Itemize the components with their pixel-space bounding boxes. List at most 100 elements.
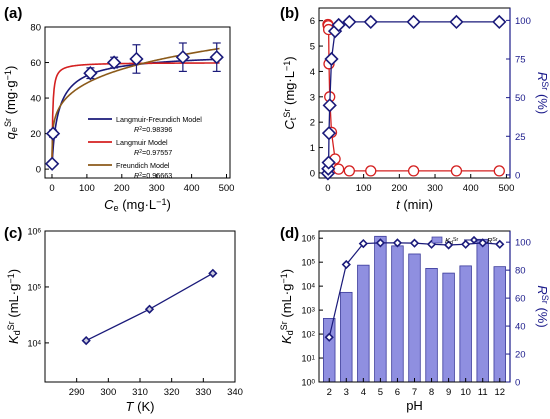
data-point (83, 66, 98, 81)
y-tick-label: 2 (310, 118, 315, 129)
removal-point (322, 98, 337, 113)
x-tick-label: 4 (361, 387, 366, 398)
x-tick-label: 0 (49, 183, 54, 194)
y2-axis-label-part: R (535, 285, 550, 294)
panel-label: (d) (280, 225, 299, 242)
y2-tick-label: 75 (515, 55, 526, 66)
ct-point (493, 165, 505, 177)
x-tick-label: 310 (132, 387, 148, 398)
series-line (327, 21, 500, 174)
y2-tick-label: 0 (515, 378, 520, 389)
data-point (209, 50, 224, 65)
y-tick-label-part: 10 (27, 282, 37, 292)
y-tick-label: 3 (310, 92, 315, 103)
x-tick-label: 9 (446, 387, 451, 398)
y2-tick-label: 25 (515, 132, 526, 143)
x-axis-label-part: t (396, 197, 401, 212)
x-tick-label: 11 (478, 387, 488, 398)
removal-point (363, 14, 378, 30)
y-tick-label: 105 (27, 282, 41, 292)
y-tick-label: 101 (301, 354, 315, 364)
kd-bar (340, 291, 353, 383)
data-point (45, 126, 61, 141)
y-tick-label-part: 0 (311, 378, 315, 385)
y-tick-label-part: 3 (311, 306, 315, 313)
x-tick-label: 300 (100, 387, 116, 398)
y-tick-label: 106 (27, 227, 41, 237)
y-tick-label-part: 10 (301, 306, 311, 316)
y-tick-label: 0 (36, 165, 41, 176)
removal-point (341, 259, 351, 270)
legend-r2-part: =0.96663 (142, 171, 172, 180)
y-tick-label-part: 10 (301, 282, 311, 292)
y-axis-label-part: e (9, 127, 19, 132)
y-tick-label-part: 10 (301, 234, 311, 244)
y-axis-label-part: −1 (6, 273, 16, 283)
removal-point (406, 14, 421, 30)
ct-point (343, 165, 355, 177)
y-tick-label: 40 (30, 94, 41, 105)
data-point (45, 156, 60, 171)
kd-bar (357, 264, 370, 383)
legend-r2-part: 2 (139, 172, 142, 178)
legend-r2-part: R (134, 148, 139, 157)
y-axis-label-part: ) (6, 269, 21, 273)
legend-label: Langmuir-Freundich Model (116, 115, 202, 124)
x-tick-label: 300 (149, 183, 165, 194)
y-axis-label-part: (mL·g (279, 284, 294, 322)
y-tick-label-part: 1 (311, 354, 315, 361)
y-axis-label-part: (mL·g (6, 284, 21, 322)
y-tick-label-part: 5 (311, 258, 315, 265)
y-tick-label-part: 6 (37, 227, 41, 234)
x-axis-label-part: C (104, 197, 114, 212)
legend-kd-label: KdSr (445, 236, 458, 246)
y-tick-label-part: 10 (301, 354, 311, 364)
y-axis-label-part: Sr (6, 321, 16, 330)
x-axis-label: t (min) (396, 197, 433, 212)
x-tick-label: 200 (391, 183, 407, 194)
x-tick-label: 400 (184, 183, 200, 194)
kd-bar (476, 238, 489, 383)
x-tick-label: 3 (344, 387, 349, 398)
panel-label: (a) (4, 5, 22, 22)
plot-frame (318, 7, 511, 179)
x-axis-label: Ce (mg·L−1) (104, 197, 171, 213)
legend-r2: R2=0.97557 (134, 148, 172, 157)
y-axis-label-part: C (282, 120, 297, 130)
kd-bar (391, 245, 404, 383)
y-tick-label-part: 10 (301, 258, 311, 268)
x-axis-label-part: e (114, 203, 119, 213)
kd-bar (493, 266, 506, 383)
y-axis-label-part: ) (282, 56, 297, 60)
y-axis-label: CtSr (mg·L−1) (282, 56, 298, 129)
y-tick-label: 104 (27, 338, 41, 348)
y-tick-label-part: 4 (311, 282, 315, 289)
y-axis-label-part: −1 (282, 61, 292, 71)
x-tick-label: 10 (460, 387, 471, 398)
panel-label: (c) (4, 225, 22, 242)
y-tick-label: 104 (301, 282, 315, 292)
y-tick-label: 20 (30, 129, 41, 140)
y2-axis-label-part: Sr (540, 295, 550, 304)
y2-tick-label: 40 (515, 322, 526, 333)
x-tick-label: 8 (429, 387, 434, 398)
y-tick-label: 80 (30, 23, 41, 34)
legend-r2-part: 2 (139, 126, 142, 132)
x-axis-label-part: (K) (134, 399, 155, 414)
x-tick-label: 320 (164, 387, 180, 398)
y-axis-label: qeSr (mg·g−1) (3, 66, 19, 140)
removal-point (324, 51, 339, 67)
x-tick-label: 5 (378, 387, 383, 398)
x-axis-label: pH (406, 398, 423, 413)
x-axis-label-part: T (126, 399, 135, 414)
removal-point (321, 155, 336, 170)
y-axis-label-part: (mg·L (282, 71, 297, 109)
x-axis-label: T (K) (126, 399, 155, 414)
y-tick-label: 4 (310, 67, 315, 78)
ct-point (365, 165, 377, 177)
y-axis-label-part: −1 (279, 273, 289, 283)
removal-point (449, 14, 464, 30)
legend-r2: R2=0.96663 (134, 171, 172, 180)
x-axis-label-part: ) (167, 197, 171, 212)
